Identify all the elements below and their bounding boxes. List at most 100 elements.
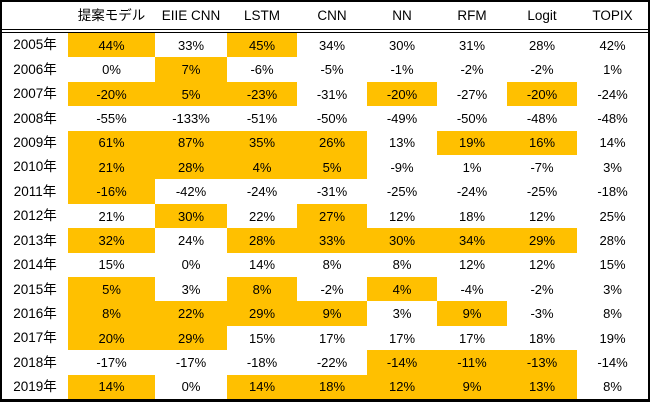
value-cell: -25% <box>386 184 418 200</box>
column-header: Logit <box>527 7 557 23</box>
value-cell: 5% <box>68 277 155 302</box>
value-cell: 20% <box>68 325 155 351</box>
value-cell: -20% <box>367 81 437 107</box>
value-cell: 18% <box>528 330 556 346</box>
value-cell: -31% <box>316 184 348 200</box>
column-header: EIIE CNN <box>161 7 221 23</box>
value-cell: 12% <box>367 374 437 399</box>
table-row: 2007年 -20% 5% -23% -31% -20% -27% -20% -24% <box>2 81 648 107</box>
value-cell: 15% <box>599 257 626 273</box>
column-header: 提案モデル <box>77 7 146 23</box>
value-cell: 27% <box>297 203 367 229</box>
value-cell: -2% <box>530 281 554 297</box>
table-row: 2015年 5% 3% 8% -2% 4% -4% -2% 3% <box>2 277 648 302</box>
value-cell: 32% <box>68 228 155 253</box>
value-cell: 33% <box>177 37 205 53</box>
value-cell: -25% <box>526 184 558 200</box>
year-label: 2012年 <box>13 208 57 224</box>
value-cell: 13% <box>507 374 577 399</box>
table-header-row: 提案モデル EIIE CNN LSTM CNN NN RFM Logit TOPIX <box>2 2 648 33</box>
value-cell: -22% <box>316 354 348 370</box>
value-cell: 8% <box>392 257 412 273</box>
value-cell: 35% <box>227 130 297 156</box>
table-row: 2010年 21% 28% 4% 5% -9% 1% -7% 3% <box>2 155 648 180</box>
value-cell: 19% <box>437 130 507 156</box>
value-cell: -51% <box>246 110 278 126</box>
table-row: 2014年 15% 0% 14% 8% 8% 12% 12% 15% <box>2 253 648 277</box>
value-cell: 17% <box>318 330 346 346</box>
value-cell: -14% <box>597 354 628 370</box>
column-header: NN <box>392 7 412 23</box>
value-cell: 4% <box>367 277 437 302</box>
year-label: 2010年 <box>13 159 57 175</box>
value-cell: -14% <box>367 350 437 375</box>
value-cell: 8% <box>68 301 155 326</box>
value-cell: -5% <box>320 62 344 78</box>
table-row: 2013年 32% 24% 28% 33% 30% 34% 29% 28% <box>2 228 648 253</box>
value-cell: -20% <box>68 81 155 107</box>
value-cell: 44% <box>68 33 155 58</box>
value-cell: -24% <box>246 184 278 200</box>
value-cell: 17% <box>458 330 486 346</box>
value-cell: 15% <box>248 330 276 346</box>
value-cell: 28% <box>528 37 556 53</box>
value-cell: -9% <box>390 159 414 175</box>
value-cell: 1% <box>462 159 482 175</box>
value-cell: 45% <box>227 33 297 58</box>
value-cell: 8% <box>603 379 622 395</box>
value-cell: 12% <box>388 208 416 224</box>
table-body: 2005年 44% 33% 45% 34% 30% 31% 28% 42% 2006年 0% 7% -6… <box>2 33 648 399</box>
table-row: 2019年 14% 0% 14% 18% 12% 9% 13% 8% <box>2 374 648 399</box>
value-cell: 8% <box>227 277 297 302</box>
value-cell: -16% <box>68 179 155 204</box>
column-header: CNN <box>317 7 347 23</box>
value-cell: -1% <box>390 62 414 78</box>
column-header: RFM <box>457 7 487 23</box>
value-cell: 25% <box>599 208 626 224</box>
value-cell: 28% <box>599 232 626 248</box>
value-cell: 21% <box>68 155 155 180</box>
year-label: 2006年 <box>13 61 57 77</box>
value-cell: -17% <box>175 354 207 370</box>
value-cell: -2% <box>530 62 554 78</box>
table-row: 2017年 20% 29% 15% 17% 17% 17% 18% 19% <box>2 325 648 351</box>
value-cell: 14% <box>68 374 155 399</box>
value-cell: -18% <box>597 184 628 200</box>
year-label: 2016年 <box>13 305 57 321</box>
value-cell: 30% <box>155 203 227 229</box>
table-row: 2009年 61% 87% 35% 26% 13% 19% 16% 14% <box>2 130 648 156</box>
value-cell: 5% <box>155 81 227 107</box>
value-cell: 18% <box>458 208 486 224</box>
year-label: 2007年 <box>13 86 57 102</box>
table-row: 2011年 -16% -42% -24% -31% -25% -24% -25% -18% <box>2 179 648 204</box>
value-cell: -31% <box>316 86 348 102</box>
value-cell: 31% <box>458 37 486 53</box>
value-cell: 29% <box>507 228 577 253</box>
value-cell: 8% <box>322 257 342 273</box>
table-row: 2006年 0% 7% -6% -5% -1% -2% -2% 1% <box>2 57 648 82</box>
value-cell: 9% <box>437 374 507 399</box>
table-row: 2012年 21% 30% 22% 27% 12% 18% 12% 25% <box>2 203 648 229</box>
value-cell: 29% <box>155 325 227 351</box>
table-row: 2008年 -55% -133% -51% -50% -49% -50% -48% -48% <box>2 106 648 130</box>
value-cell: 14% <box>248 257 276 273</box>
value-cell: 5% <box>297 155 367 180</box>
value-cell: 26% <box>297 130 367 156</box>
value-cell: 14% <box>599 135 626 151</box>
value-cell: 3% <box>603 159 622 175</box>
value-cell: 33% <box>297 228 367 253</box>
value-cell: 0% <box>181 379 201 395</box>
value-cell: 42% <box>599 37 626 53</box>
value-cell: 28% <box>155 155 227 180</box>
corner-cell <box>2 2 68 29</box>
value-cell: 16% <box>507 130 577 156</box>
value-cell: 24% <box>177 232 205 248</box>
value-cell: -48% <box>597 110 628 126</box>
value-cell: 61% <box>68 130 155 156</box>
value-cell: 12% <box>528 257 556 273</box>
year-label: 2011年 <box>13 183 57 199</box>
value-cell: 30% <box>367 228 437 253</box>
value-cell: 28% <box>227 228 297 253</box>
value-cell: 0% <box>102 62 121 78</box>
year-label: 2005年 <box>13 37 57 53</box>
